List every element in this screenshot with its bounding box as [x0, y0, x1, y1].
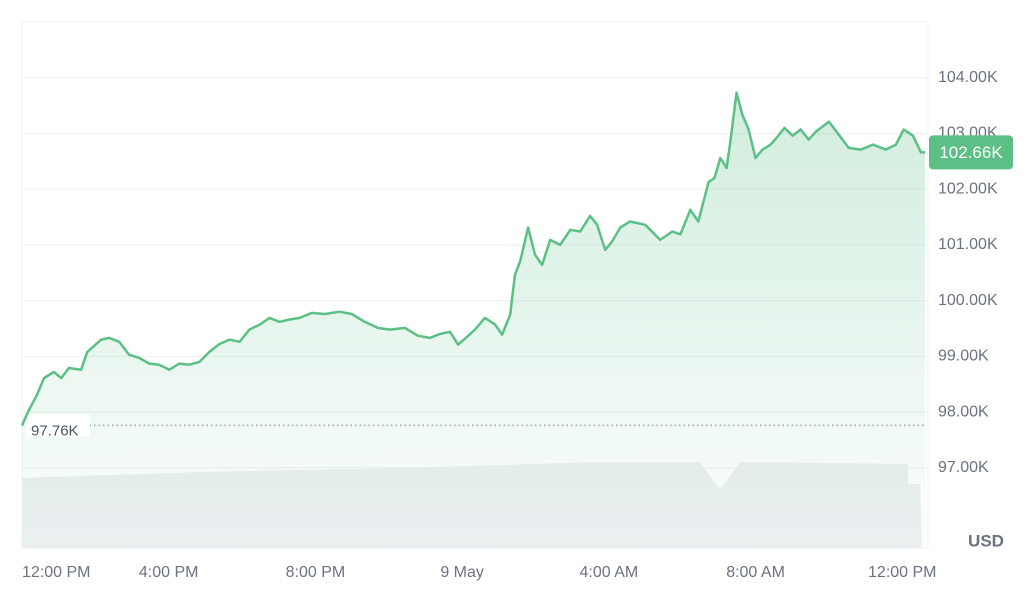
y-tick-label: 97.00K [938, 459, 989, 476]
price-line [20, 91, 925, 426]
unit-label: USD [968, 531, 1004, 550]
y-tick-label: 102.00K [938, 180, 998, 197]
current-price-label: 102.66K [939, 143, 1003, 162]
x-tick-label: 8:00 AM [726, 564, 785, 581]
y-tick-label: 98.00K [938, 403, 989, 420]
y-tick-label: 104.00K [938, 69, 998, 86]
current-price-badge [929, 135, 1013, 170]
x-tick-label: 12:00 PM [22, 564, 90, 581]
x-tick-label: 12:00 PM [868, 564, 936, 581]
y-tick-label: 99.00K [938, 348, 989, 365]
x-tick-label: 4:00 PM [139, 564, 199, 581]
reference-label: 97.76K [31, 422, 79, 439]
y-tick-label: 101.00K [938, 236, 998, 253]
x-tick-label: 4:00 AM [579, 564, 638, 581]
y-tick-label: 100.00K [938, 292, 998, 309]
reference-label-bg [26, 414, 90, 437]
price-area [22, 92, 925, 549]
x-tick-label: 8:00 PM [286, 564, 346, 581]
x-tick-label: 9 May [440, 564, 484, 581]
